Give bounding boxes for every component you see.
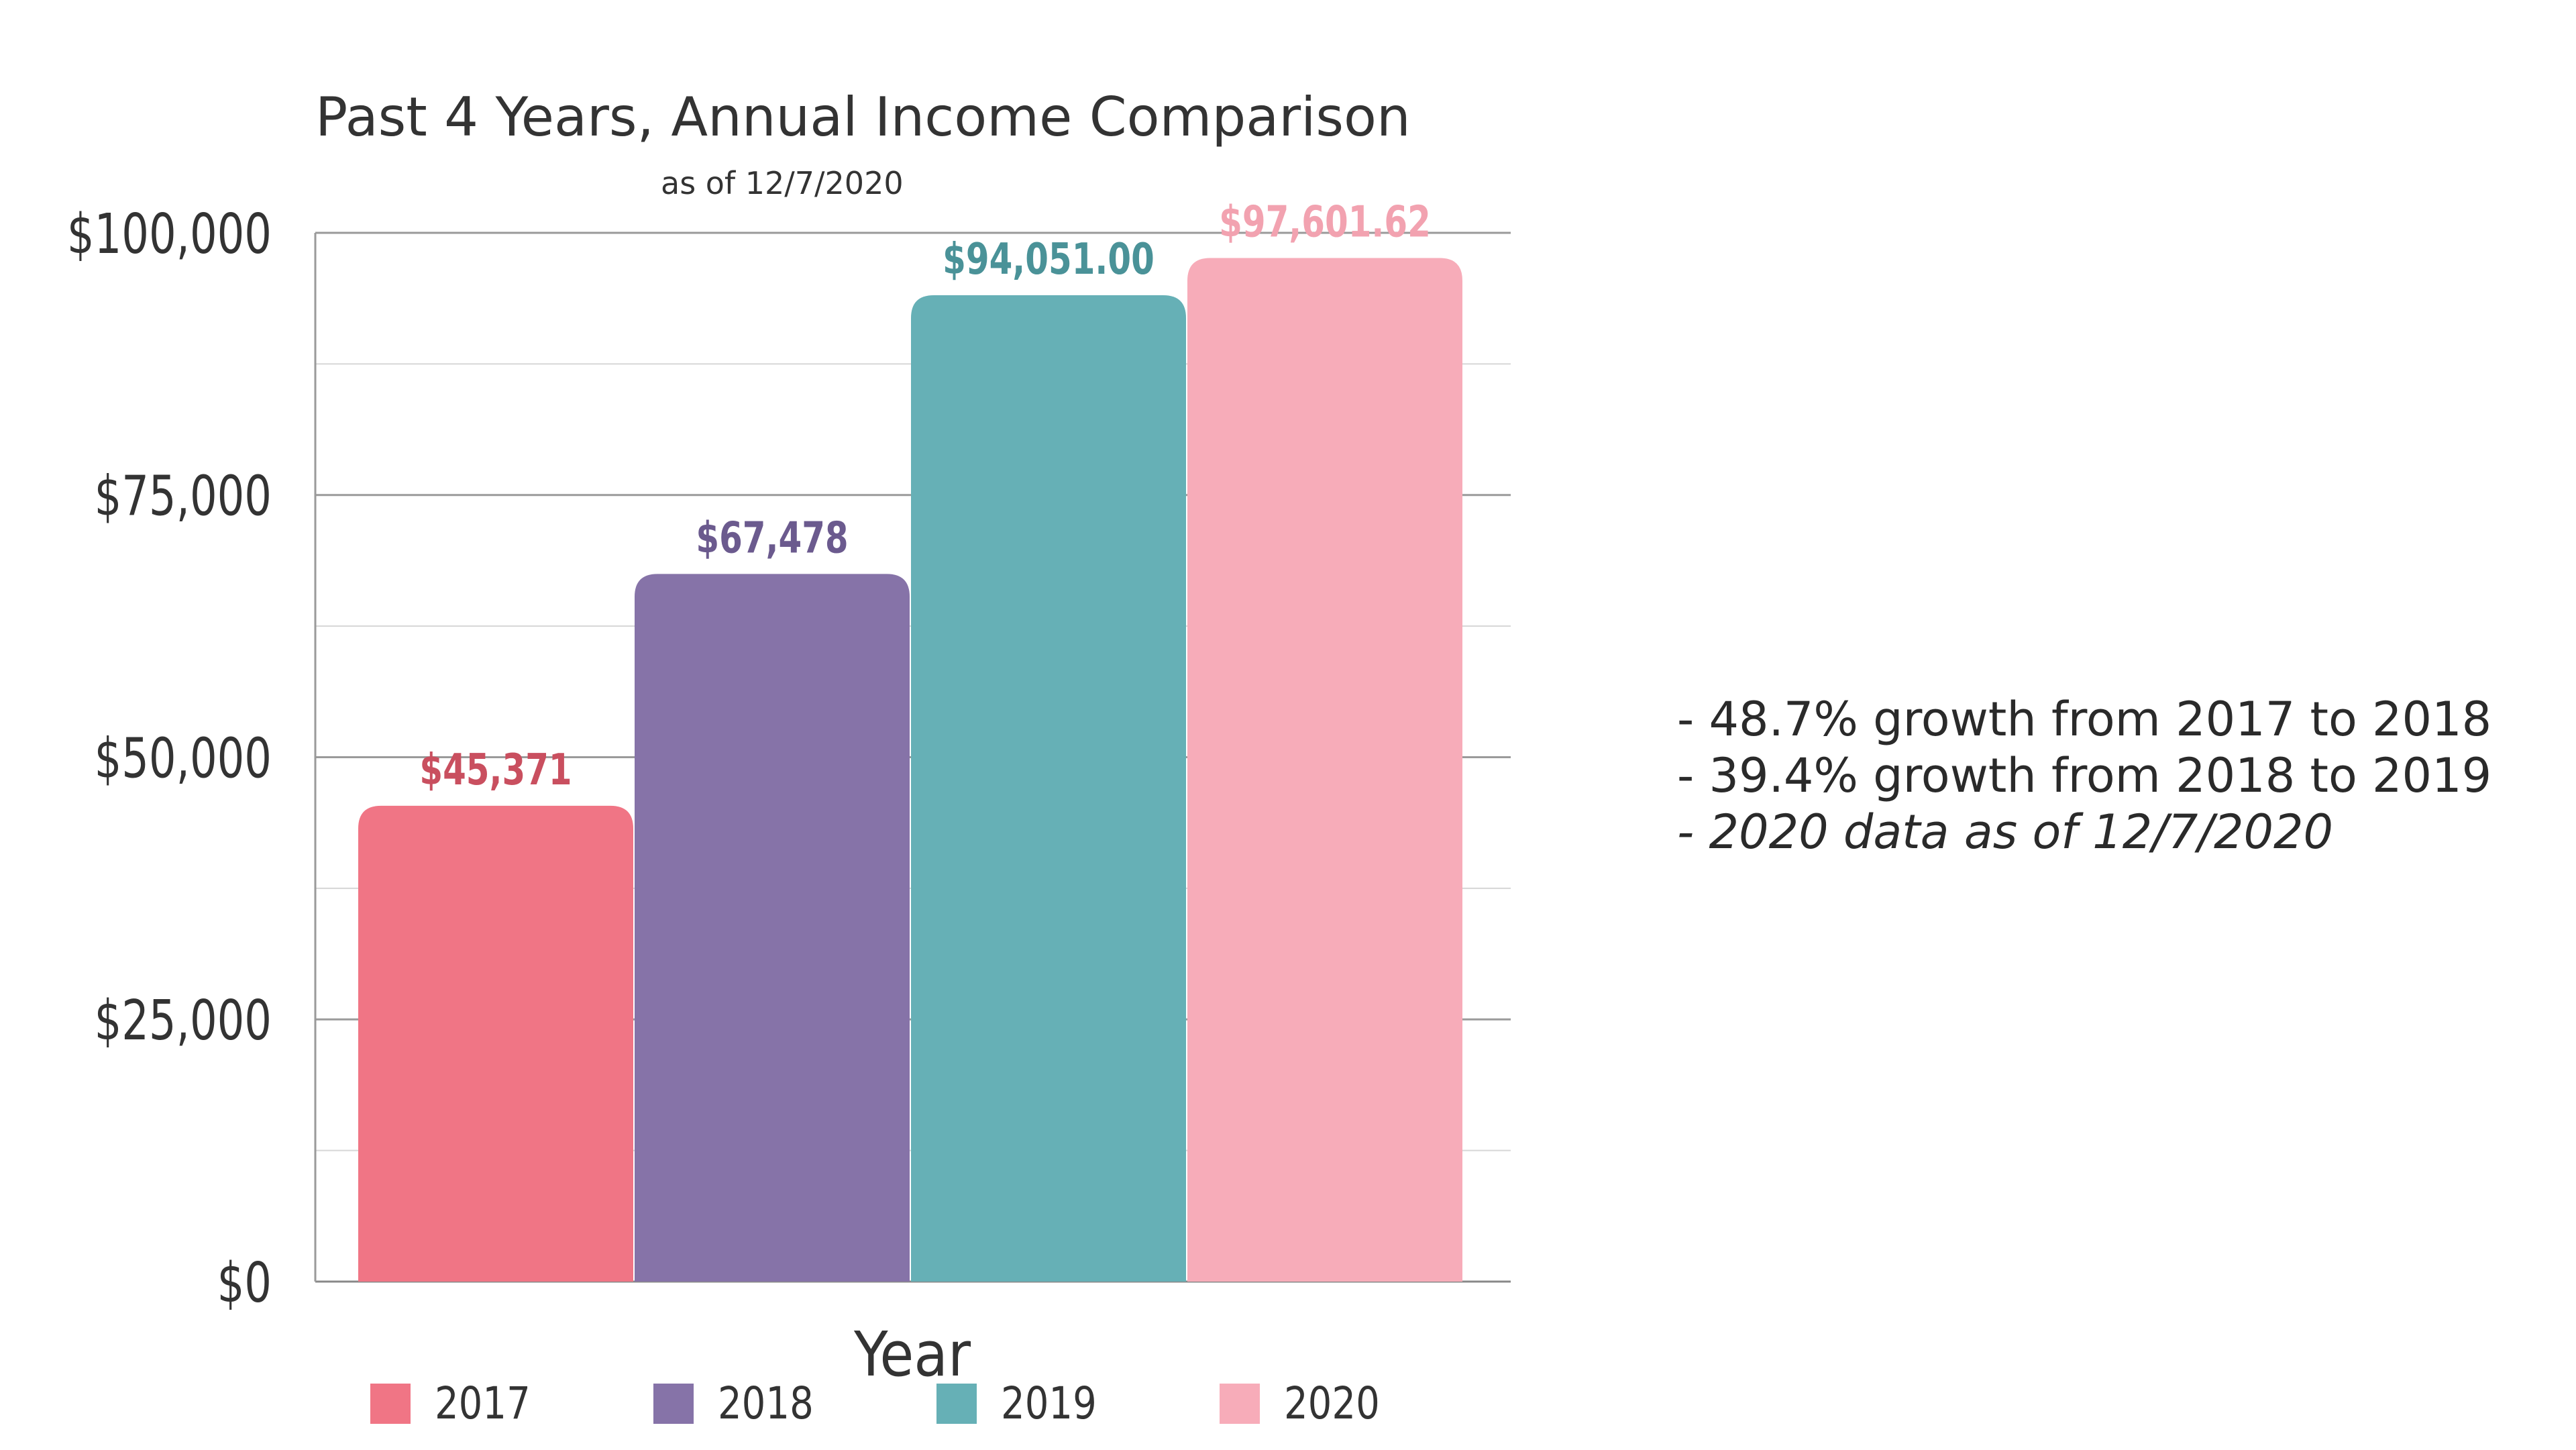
y-tick-label: $50,000 (95, 727, 272, 791)
bar-2018 (635, 574, 910, 1282)
data-label-2019: $94,051.00 (943, 234, 1155, 284)
note-line-1: - 48.7% growth from 2017 to 2018 (1677, 692, 2492, 747)
chart-title: Past 4 Years, Annual Income Comparison (315, 86, 1411, 148)
legend: 2017 2018 2019 2020 (370, 1378, 1380, 1430)
y-tick-label: $25,000 (95, 990, 272, 1053)
bar-2020 (1187, 258, 1462, 1282)
data-labels-layer: $45,371 $67,478 $94,051.00 $97,601.62 (419, 197, 1431, 794)
y-tick-label: $100,000 (67, 203, 272, 266)
bar-2019 (911, 295, 1186, 1282)
legend-label-2017: 2017 (435, 1378, 531, 1430)
chart-subtitle: as of 12/7/2020 (661, 165, 904, 201)
y-tick-label: $0 (217, 1251, 272, 1315)
legend-swatch-2017 (370, 1384, 411, 1424)
legend-swatch-2018 (653, 1384, 694, 1424)
data-label-2018: $67,478 (696, 513, 848, 563)
note-line-3: - 2020 data as of 12/7/2020 (1677, 805, 2334, 860)
legend-label-2020: 2020 (1284, 1378, 1380, 1430)
note-line-2: - 39.4% growth from 2018 to 2019 (1677, 748, 2492, 803)
bars-layer (358, 258, 1462, 1282)
bar-2017 (358, 805, 633, 1282)
notes-panel: - 48.7% growth from 2017 to 2018 - 39.4%… (1677, 691, 2491, 860)
data-label-2020: $97,601.62 (1219, 197, 1431, 247)
y-axis: $0 $25,000 $50,000 $75,000 $100,000 (67, 203, 317, 1315)
legend-swatch-2020 (1220, 1384, 1260, 1424)
x-axis-title: Year (853, 1318, 971, 1390)
y-tick-label: $75,000 (95, 465, 272, 529)
legend-swatch-2019 (936, 1384, 977, 1424)
data-label-2017: $45,371 (419, 745, 572, 795)
legend-label-2018: 2018 (718, 1378, 814, 1430)
legend-label-2019: 2019 (1001, 1378, 1097, 1430)
